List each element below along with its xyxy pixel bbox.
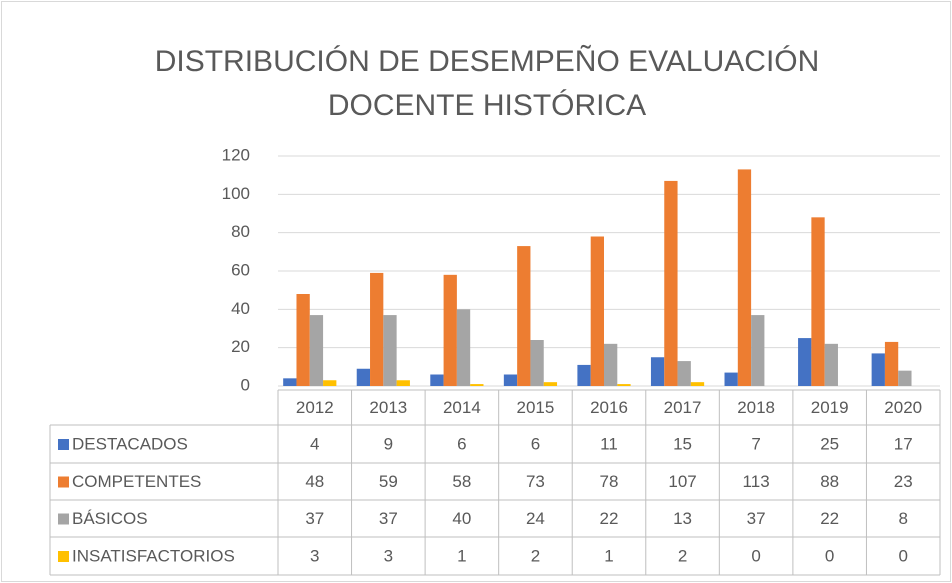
x-tick-label: 2019 <box>811 398 849 417</box>
bar <box>798 338 812 386</box>
bar <box>323 380 337 386</box>
y-tick-label: 20 <box>231 337 250 356</box>
legend-key <box>58 513 69 525</box>
table-value: 1 <box>457 546 466 565</box>
table-value: 0 <box>825 546 834 565</box>
x-tick-label: 2017 <box>664 398 702 417</box>
table-value: 2 <box>678 546 687 565</box>
legend-key <box>58 439 69 450</box>
chart-title: DISTRIBUCIÓN DE DESEMPEÑO EVALUACIÓN DOC… <box>154 45 820 122</box>
bar <box>443 274 457 386</box>
table-value: 4 <box>310 434 319 453</box>
bar <box>430 374 444 386</box>
table-value: 23 <box>894 472 913 491</box>
y-tick-label: 80 <box>231 222 250 241</box>
bar <box>737 169 752 386</box>
y-tick-label: 60 <box>231 260 250 279</box>
table-value: 1 <box>604 546 613 565</box>
bar <box>751 315 765 386</box>
table-value: 78 <box>600 472 619 491</box>
table-value: 6 <box>531 434 540 453</box>
y-tick-label: 100 <box>222 184 250 203</box>
y-tick-label: 0 <box>241 375 250 394</box>
y-tick-label: 120 <box>222 145 250 164</box>
bar <box>690 382 705 386</box>
bar <box>884 341 899 386</box>
bar <box>650 357 665 386</box>
legend-label: BÁSICOS <box>72 509 148 528</box>
legend-key <box>58 551 69 562</box>
x-tick-label: 2012 <box>296 398 334 417</box>
bar <box>356 368 371 386</box>
bar <box>811 217 825 386</box>
bar <box>296 294 310 386</box>
table-value: 15 <box>673 434 692 453</box>
table-value: 24 <box>526 509 545 528</box>
bar <box>370 272 384 386</box>
bar <box>283 378 297 386</box>
table-value: 107 <box>668 472 696 491</box>
bar <box>456 309 471 386</box>
bar <box>309 315 324 386</box>
table-value: 113 <box>743 472 770 491</box>
table-value: 0 <box>898 546 907 565</box>
legend-label: DESTACADOS <box>72 434 188 453</box>
table-value: 9 <box>384 434 393 453</box>
table-value: 3 <box>384 546 393 565</box>
table-value: 22 <box>820 509 839 528</box>
table-value: 0 <box>751 546 760 565</box>
table-value: 37 <box>747 509 766 528</box>
table-value: 13 <box>673 509 692 528</box>
x-tick-label: 2015 <box>517 398 555 417</box>
table-value: 11 <box>600 434 618 453</box>
table-value: 37 <box>305 509 324 528</box>
bar <box>590 236 604 386</box>
x-tick-label: 2018 <box>737 398 775 417</box>
bar <box>604 343 618 386</box>
bar <box>664 180 678 386</box>
x-tick-label: 2016 <box>590 398 628 417</box>
bar <box>824 343 838 386</box>
bar <box>617 384 631 386</box>
table-value: 40 <box>452 509 471 528</box>
bar <box>577 364 591 386</box>
table-value: 48 <box>305 472 324 491</box>
table-value: 3 <box>310 546 319 565</box>
table-value: 59 <box>379 472 398 491</box>
x-tick-label: 2013 <box>369 398 407 417</box>
table-value: 8 <box>898 509 907 528</box>
y-tick-label: 40 <box>231 299 250 318</box>
legend-label: INSATISFACTORIOS <box>72 546 235 565</box>
bar <box>503 374 518 386</box>
bar <box>898 370 912 386</box>
bar <box>543 382 558 386</box>
bar <box>517 246 531 386</box>
table-value: 2 <box>531 546 540 565</box>
x-tick-label: 2014 <box>443 398 481 417</box>
table-value: 73 <box>526 472 545 491</box>
x-tick-label: 2020 <box>884 398 922 417</box>
bar <box>383 315 397 386</box>
bar <box>677 361 691 386</box>
bar <box>530 340 544 386</box>
table-value: 6 <box>457 434 466 453</box>
table-value: 17 <box>894 434 913 453</box>
table-value: 37 <box>379 509 398 528</box>
bar <box>871 353 885 386</box>
table-value: 58 <box>452 472 471 491</box>
table-value: 25 <box>820 434 839 453</box>
legend-label: COMPETENTES <box>72 472 201 491</box>
table-value: 7 <box>751 434 760 453</box>
bar <box>470 384 484 386</box>
legend-key <box>58 476 69 488</box>
bar <box>396 380 410 386</box>
bar <box>724 372 738 386</box>
table-value: 22 <box>600 509 619 528</box>
table-value: 88 <box>820 472 839 491</box>
